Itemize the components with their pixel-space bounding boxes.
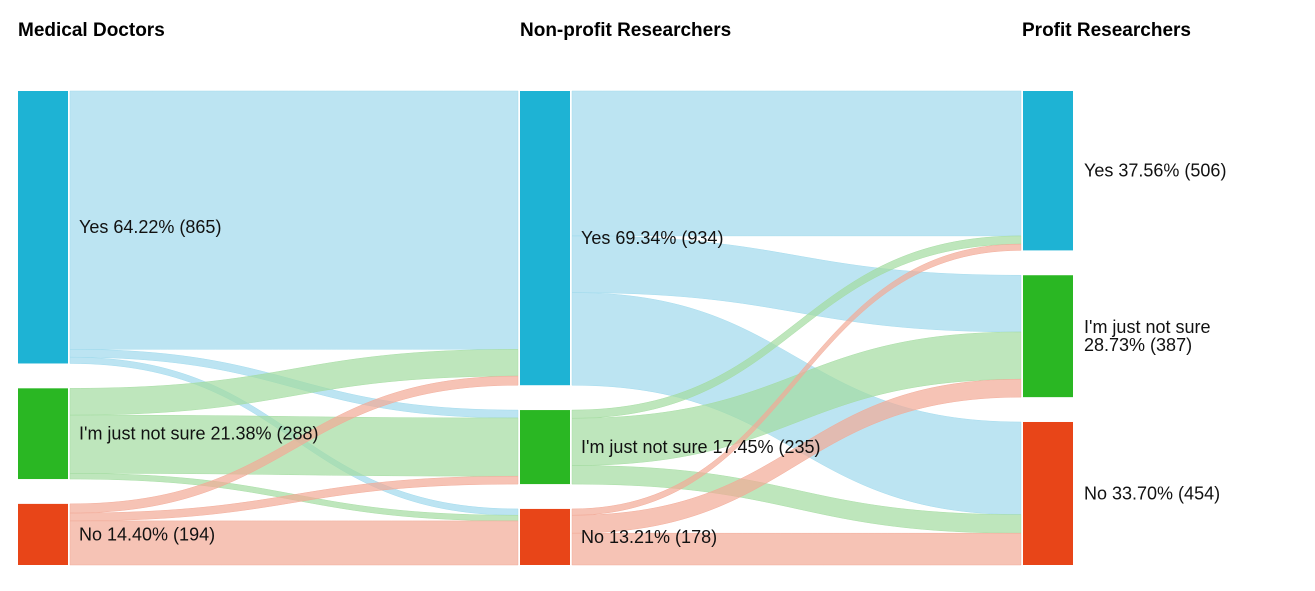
link-np_yes-to-pr_yes bbox=[571, 90, 1022, 237]
node-md_yes bbox=[18, 91, 68, 364]
link-np_no-to-pr_ns bbox=[571, 378, 1022, 534]
node-label-line: No 13.21% (178) bbox=[581, 527, 717, 547]
node-label-pr_ns: I'm just not sure 28.73% (387) bbox=[1084, 317, 1210, 355]
node-np_ns bbox=[520, 410, 570, 485]
node-label-md_no: No 14.40% (194) bbox=[79, 524, 215, 544]
node-label-line: No 14.40% (194) bbox=[79, 524, 215, 544]
node-label-np_ns: I'm just not sure 17.45% (235) bbox=[581, 437, 821, 457]
column-title-medical-doctors: Medical Doctors bbox=[18, 20, 165, 41]
node-label-md_yes: Yes 64.22% (865) bbox=[79, 217, 221, 237]
node-np_yes bbox=[520, 91, 570, 386]
node-label-md_ns: I'm just not sure 21.38% (288) bbox=[79, 424, 319, 444]
node-label-line: 28.73% (387) bbox=[1084, 335, 1192, 355]
node-pr_ns bbox=[1023, 275, 1073, 398]
node-label-line: Yes 37.56% (506) bbox=[1084, 161, 1226, 181]
link-md_no-to-np_ns bbox=[69, 475, 519, 522]
node-md_no bbox=[18, 503, 68, 565]
node-pr_no bbox=[1023, 421, 1073, 565]
node-label-np_yes: Yes 69.34% (934) bbox=[581, 228, 723, 248]
node-label-line: I'm just not sure 21.38% (288) bbox=[79, 424, 319, 444]
node-label-line: I'm just not sure bbox=[1084, 317, 1210, 337]
nodes-layer bbox=[18, 91, 1073, 565]
node-np_no bbox=[520, 508, 570, 565]
node-label-np_no: No 13.21% (178) bbox=[581, 527, 717, 547]
node-label-pr_yes: Yes 37.56% (506) bbox=[1084, 161, 1226, 181]
link-np_no-to-pr_no bbox=[571, 532, 1022, 566]
node-label-line: No 33.70% (454) bbox=[1084, 483, 1220, 503]
node-label-pr_no: No 33.70% (454) bbox=[1084, 483, 1220, 503]
node-label-line: Yes 69.34% (934) bbox=[581, 228, 723, 248]
link-np_no-to-pr_yes bbox=[571, 243, 1022, 516]
column-titles: Medical Doctors Non-profit Researchers P… bbox=[18, 20, 1191, 41]
column-title-non-profit-researchers: Non-profit Researchers bbox=[520, 20, 731, 41]
links-layer bbox=[69, 90, 1022, 566]
node-md_ns bbox=[18, 388, 68, 480]
node-pr_yes bbox=[1023, 91, 1073, 251]
node-label-line: Yes 64.22% (865) bbox=[79, 217, 221, 237]
labels-layer: Yes 64.22% (865) I'm just not sure 21.38%… bbox=[79, 161, 1226, 547]
link-md_no-to-np_yes bbox=[69, 375, 519, 514]
node-label-line: I'm just not sure 17.45% (235) bbox=[581, 437, 821, 457]
column-title-profit-researchers: Profit Researchers bbox=[1022, 20, 1191, 41]
link-md_no-to-np_no bbox=[69, 520, 519, 566]
